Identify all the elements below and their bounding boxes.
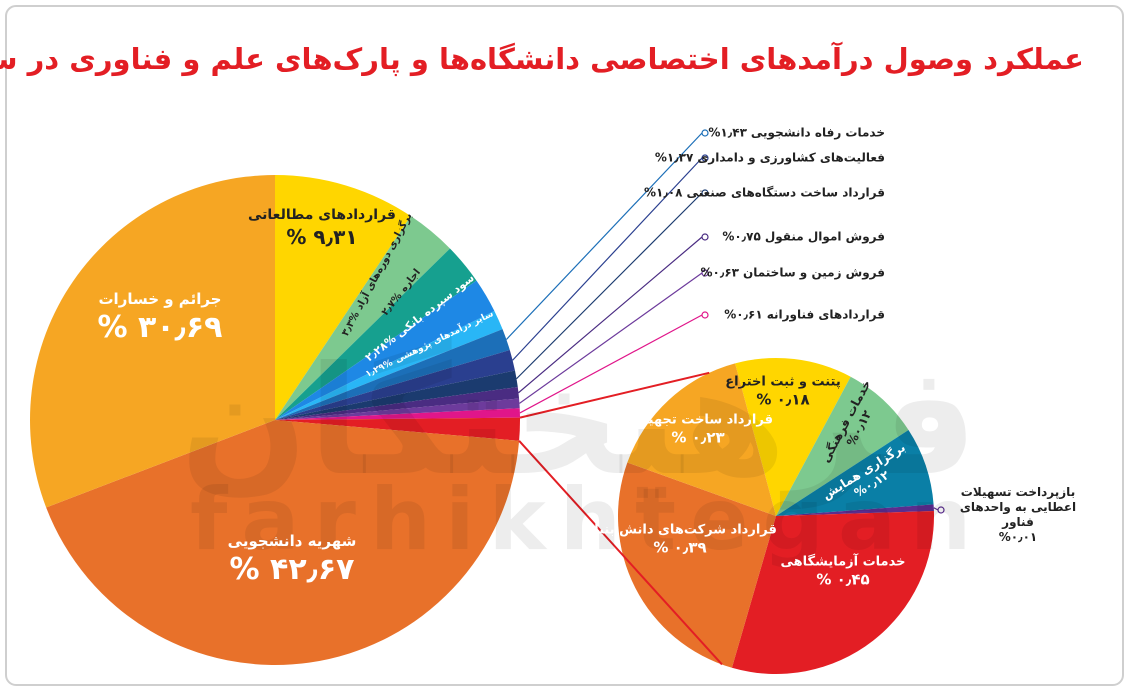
pie-label: قرارداد شرکت‌های دانش بنیان% ۰٫۳۹	[583, 523, 777, 558]
value-label: % ۰٫۱۸	[756, 390, 810, 409]
slice-label: پتنت و ثبت اختراع	[725, 374, 841, 390]
leader-dot	[701, 154, 709, 162]
leader-dot	[701, 311, 709, 319]
leader-label: فعالیت‌های کشاورزی و دامداری%۱٫۳۷	[655, 151, 885, 166]
pie-slice	[29, 175, 276, 508]
value-label: %۱٫۴۳	[708, 125, 747, 140]
leader-line	[518, 236, 703, 394]
slice-label: قرارداد ساخت دستگاه‌های صنعتی	[686, 185, 885, 200]
connector-line	[519, 371, 710, 419]
leader-line	[516, 192, 703, 380]
leader-line	[933, 507, 939, 511]
pie-label: قرارداد ساخت تجهیزات% ۰٫۲۳	[623, 413, 773, 448]
pie-slice	[627, 363, 776, 516]
slice-label: جرائم و خسارات	[98, 289, 222, 308]
pie-slice	[731, 511, 934, 674]
pie-slice-expanded	[275, 417, 520, 441]
value-label: %۰٫۶۱	[724, 307, 763, 322]
slice-label: خدمات آزمایشگاهی	[780, 554, 906, 570]
leader-dot	[701, 129, 709, 137]
pie-slice	[776, 376, 909, 516]
pie-slice	[776, 429, 934, 516]
pie-slice	[46, 420, 520, 665]
pie-label: خدمات آزمایشگاهی% ۰٫۴۵	[781, 555, 906, 590]
leader-label: بازپرداخت تسهیلات اعطایی به واحدهای فناو…	[958, 485, 1078, 545]
value-label: % ۹٫۳۱	[286, 224, 358, 249]
leader-line	[505, 132, 703, 340]
pie-slice	[735, 358, 851, 516]
pie-slice	[618, 462, 776, 668]
value-label: % ۰٫۳۹	[653, 538, 707, 557]
slice-label: قرارداد شرکت‌های دانش بنیان	[583, 522, 777, 538]
leader-dot	[701, 233, 709, 241]
leader-label: خدمات رفاه دانشجویی%۱٫۴۳	[708, 126, 885, 141]
watermark-latin: farhikhtegan	[190, 470, 986, 570]
slice-label: بازپرداخت تسهیلات اعطایی به واحدهای فناو…	[959, 485, 1077, 529]
leader-dot	[701, 269, 709, 277]
pie-slice	[275, 310, 503, 420]
value-label: %۰٫۷۵	[722, 229, 761, 244]
value-label: % ۳۰٫۶۹	[97, 309, 223, 345]
pie-slice	[275, 175, 411, 420]
leader-label: فروش اموال منقول%۰٫۷۵	[722, 230, 885, 245]
slice-label: فروش اموال منقول	[764, 229, 885, 244]
value-label: % ۰٫۴۵	[816, 570, 870, 589]
slice-label: قرارداد ساخت تجهیزات	[623, 412, 773, 428]
value-label: %۱٫۳۷	[654, 150, 694, 165]
watermark-persian: فرهیختگان	[180, 335, 978, 509]
leader-dot	[937, 506, 945, 514]
pie-slice	[275, 386, 520, 420]
slice-label: فعالیت‌های کشاورزی و دامداری	[697, 150, 885, 165]
leader-line	[519, 272, 703, 404]
pie-slice	[275, 398, 520, 420]
pie-slice	[776, 504, 934, 516]
slice-label: شهریه دانشجویی	[227, 531, 357, 550]
pie-label: قراردادهای مطالعاتی% ۹٫۳۱	[248, 207, 396, 250]
pie-slice	[275, 280, 495, 420]
pie-label: جرائم و خسارات% ۳۰٫۶۹	[98, 290, 223, 346]
frame	[5, 5, 1124, 686]
value-label: %۰٫۶۳	[700, 265, 739, 280]
slice-label: خدمات رفاه دانشجویی	[750, 125, 885, 140]
pie-slice	[275, 329, 510, 420]
leader-label: قراردادهای فناورانه%۰٫۶۱	[724, 308, 885, 323]
leader-dot	[701, 189, 709, 197]
pie-slice	[275, 350, 515, 420]
slice-label: فروش زمین و ساختمان	[742, 265, 885, 280]
value-label: %۰٫۰۱	[998, 530, 1038, 544]
chart-title: عملکرد وصول درآمدهای اختصاصی دانشگاه‌ها …	[0, 42, 1084, 76]
leader-label: قرارداد ساخت دستگاه‌های صنعتی%۱٫۰۸	[644, 186, 885, 201]
value-label: % ۴۲٫۶۷	[229, 551, 355, 587]
slice-label: قراردادهای مطالعاتی	[248, 206, 396, 223]
pie-label: پتنت و ثبت اختراع% ۰٫۱۸	[725, 375, 840, 410]
leader-line	[512, 157, 703, 361]
connector-line	[518, 440, 723, 666]
pie-slice	[275, 370, 518, 420]
leader-line	[519, 314, 703, 414]
leader-label: فروش زمین و ساختمان%۰٫۶۳	[700, 266, 885, 281]
pie-label: شهریه دانشجویی% ۴۲٫۶۷	[228, 532, 357, 588]
pie-slice	[275, 248, 477, 420]
pie-slice	[275, 216, 450, 420]
value-label: %۱٫۰۸	[643, 185, 683, 200]
slice-label: قراردادهای فناورانه	[766, 307, 885, 322]
value-label: % ۰٫۲۳	[671, 428, 725, 447]
pie-slice	[275, 408, 520, 420]
